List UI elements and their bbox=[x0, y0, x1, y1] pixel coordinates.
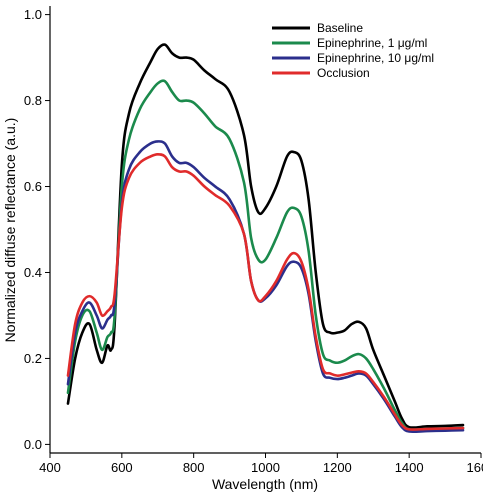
legend-label-3: Occlusion bbox=[317, 66, 370, 80]
y-tick-label: 0.2 bbox=[24, 351, 42, 366]
y-tick-label: 0.6 bbox=[24, 179, 42, 194]
x-tick-label: 1000 bbox=[251, 460, 280, 475]
ticks: 400 600 800 1000 1200 1400 1600 0.0 0.2 0.4 0.6 0.8… bbox=[24, 7, 483, 475]
x-axis-label: Wavelength (nm) bbox=[212, 476, 318, 492]
x-tick-label: 1400 bbox=[395, 460, 424, 475]
series-line-3 bbox=[66, 152, 465, 431]
y-tick-label: 0.0 bbox=[24, 437, 42, 452]
y-tick-label: 1.0 bbox=[24, 7, 42, 22]
y-tick-label: 0.4 bbox=[24, 265, 42, 280]
x-tick-label: 400 bbox=[39, 460, 61, 475]
series-layer bbox=[66, 43, 465, 434]
series-line-0 bbox=[66, 43, 465, 429]
legend-label-0: Baseline bbox=[317, 21, 363, 35]
y-axis-label: Normalized diffuse reflectance (a.u.) bbox=[2, 118, 18, 343]
series-line-1 bbox=[66, 79, 465, 432]
legend-label-1: Epinephrine, 1 μg/ml bbox=[317, 36, 427, 50]
x-tick-label: 1200 bbox=[323, 460, 352, 475]
x-tick-label: 800 bbox=[183, 460, 205, 475]
y-tick-label: 0.8 bbox=[24, 93, 42, 108]
axes bbox=[49, 6, 481, 454]
legend-label-2: Epinephrine, 10 μg/ml bbox=[317, 51, 434, 65]
x-tick-label: 600 bbox=[111, 460, 133, 475]
x-tick-label: 1600 bbox=[467, 460, 483, 475]
